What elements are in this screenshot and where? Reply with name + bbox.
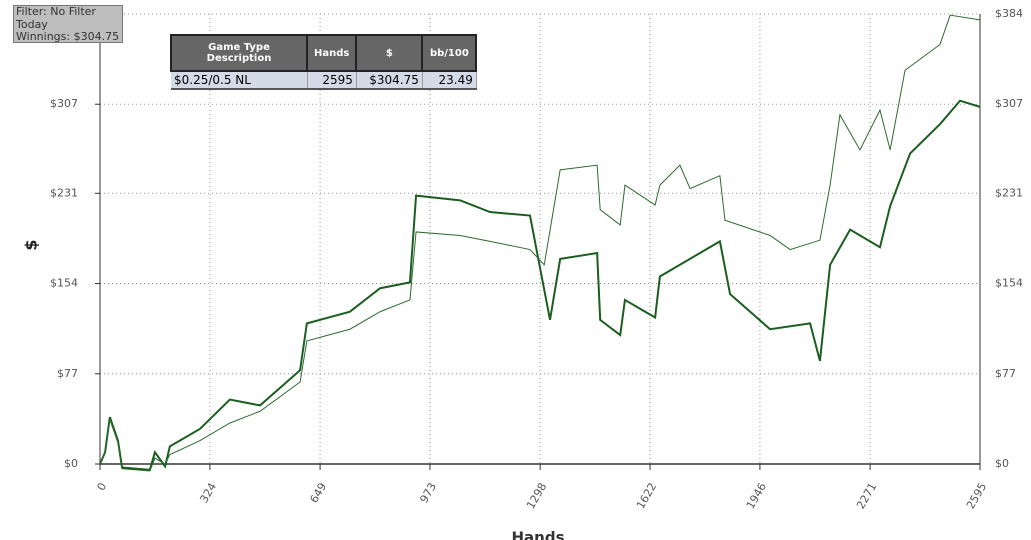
- x-tick-label: 1946: [744, 481, 769, 512]
- summary-table: Game Type Description Hands $ bb/100 $0.…: [170, 34, 478, 90]
- y2-tick-label: $384: [995, 7, 1023, 20]
- y2-tick-label: $231: [995, 186, 1023, 199]
- x-tick-label: 973: [417, 481, 439, 506]
- annotation: Filter: No Filter: [16, 5, 96, 18]
- x-tick-label: 1622: [634, 481, 659, 512]
- y-axis-label: $: [22, 239, 41, 250]
- annotation: Winnings: $304.75: [16, 30, 120, 43]
- table-cell: 2595: [307, 71, 357, 90]
- y-tick-label: $231: [50, 186, 78, 199]
- filter-box: Filter: No Filter Today Winnings: $304.7…: [13, 5, 123, 43]
- x-tick-label: 649: [308, 481, 330, 506]
- y2-tick-label: $154: [995, 277, 1023, 290]
- y2-tick-label: $0: [995, 457, 1009, 470]
- y2-tick-label: $77: [995, 367, 1016, 380]
- table-cell: $0.25/0.5 NL: [171, 71, 308, 90]
- y-tick-label: $0: [64, 457, 78, 470]
- x-tick-label: 0: [94, 481, 109, 494]
- y-tick-label: $154: [50, 277, 78, 290]
- table-cell: $304.75: [356, 71, 423, 90]
- table-header: Hands: [305, 34, 358, 72]
- series-line: [99, 99, 981, 471]
- y2-tick-label: $307: [995, 97, 1023, 110]
- table-header: Game Type Description: [170, 34, 308, 72]
- table-header: bb/100: [421, 34, 478, 72]
- annotation: Today: [16, 17, 48, 31]
- y-tick-label: $307: [50, 97, 78, 110]
- x-tick-label: 2271: [854, 481, 879, 512]
- x-tick-label: 1298: [524, 481, 549, 512]
- table-header: $: [355, 34, 424, 72]
- table-cell: 23.49: [422, 71, 477, 90]
- x-tick-label: 2595: [964, 481, 989, 512]
- y-tick-label: $77: [57, 367, 78, 380]
- x-tick-label: 324: [197, 481, 219, 506]
- series-line: [99, 14, 981, 472]
- x-axis-label: Hands: [511, 529, 564, 540]
